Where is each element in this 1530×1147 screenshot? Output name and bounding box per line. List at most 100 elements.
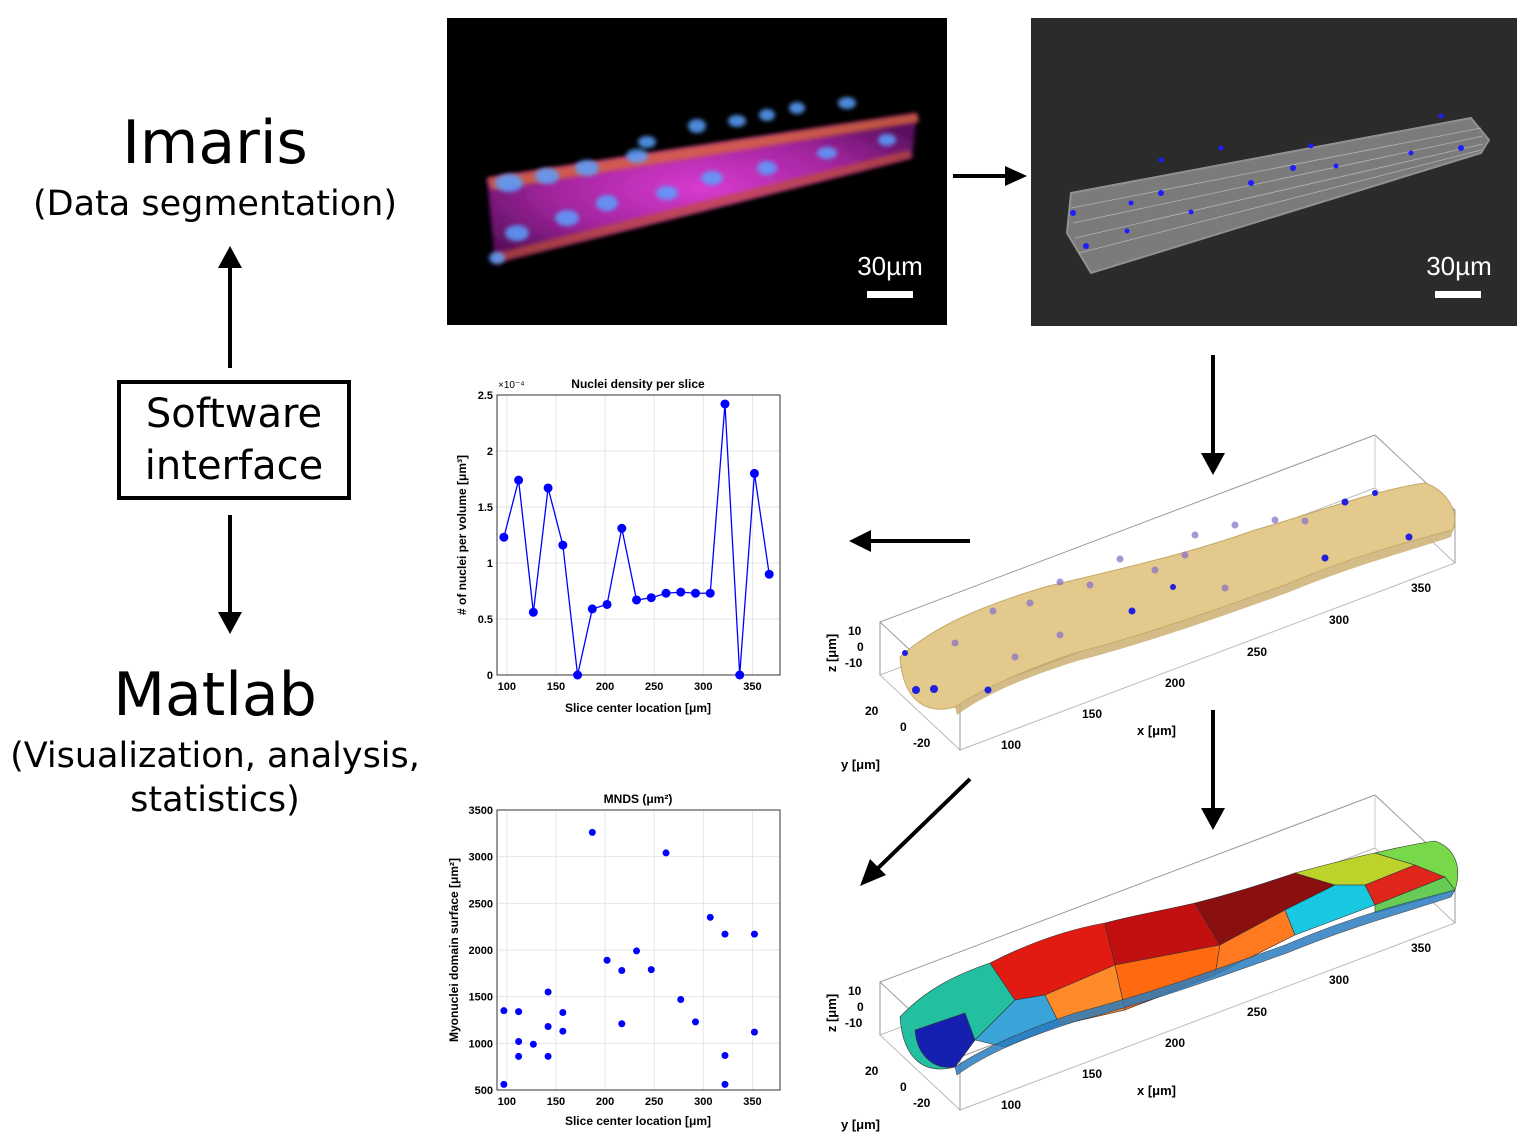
arrow-down-right-1	[1201, 355, 1225, 475]
density-point	[749, 468, 759, 478]
y-tick-label: 1500	[469, 992, 493, 1004]
x-tick-200-top: 200	[1165, 676, 1185, 690]
density-point	[764, 569, 774, 579]
y-tick-20-top: 20	[865, 704, 879, 718]
mnds-point	[691, 1018, 699, 1026]
scalebar-2	[1435, 291, 1481, 298]
mnds-point	[559, 1027, 567, 1035]
scalebar-1	[867, 291, 913, 298]
arrow-left-mid	[849, 530, 970, 552]
mnds-point	[721, 1080, 729, 1088]
density-point	[602, 599, 612, 609]
z-tick-10-top: 10	[848, 624, 862, 638]
plot-frame	[496, 809, 781, 1091]
density-point	[632, 595, 642, 605]
nuclei-density-chart: Nuclei density per slice ×10⁻⁴ 100 150 200…	[455, 377, 781, 715]
x-tick-label: 250	[645, 681, 663, 693]
y-tick-label: 0.5	[478, 614, 493, 626]
mnds-chart: MNDS (μm²) 100 150 200 250 300 350 500 1000 1500…	[447, 792, 781, 1128]
x-tick-250-top: 250	[1247, 645, 1267, 659]
fiber-3d-plot-top: 100 150 200 250 300 350 20 0 -20 10 0 -1…	[824, 434, 1456, 772]
chart1-title: Nuclei density per slice	[571, 377, 705, 391]
fiber-3d-plot-bottom: 100 150 200 250 300 350 20 0 -20 10 0 -1…	[824, 794, 1459, 1132]
density-point	[661, 588, 671, 598]
density-point	[514, 475, 524, 485]
y-axis-label-bottom: y [μm]	[841, 1117, 880, 1132]
y-tick-20-bottom: 20	[865, 1064, 879, 1078]
mnds-point	[662, 849, 670, 857]
fiber-body	[487, 113, 917, 263]
x-tick-300-top: 300	[1329, 613, 1349, 627]
x-tick-label: 300	[694, 681, 712, 693]
z-tick-neg10-top: -10	[845, 656, 863, 670]
flow-arrows-left	[218, 246, 242, 634]
density-point	[499, 532, 509, 542]
y-tick-label: 2.5	[478, 390, 493, 402]
x-tick-label: 200	[596, 1096, 614, 1108]
mnds-point	[618, 1020, 626, 1028]
chart1-exponent: ×10⁻⁴	[498, 380, 525, 391]
y-tick-label: 1	[487, 558, 493, 570]
mnds-point	[721, 1051, 729, 1059]
density-point	[705, 588, 715, 598]
x-tick-label: 150	[547, 681, 565, 693]
density-point	[528, 607, 538, 617]
matlab-title: Matlab	[113, 660, 317, 730]
domain-patches	[899, 840, 1459, 1076]
segmented-surface-image: 30µm	[1031, 18, 1517, 326]
y-tick-label: 1000	[469, 1038, 493, 1050]
mnds-point	[618, 967, 626, 975]
x-tick-350-top: 350	[1411, 581, 1431, 595]
scalebar-label-2: 30µm	[1426, 251, 1492, 281]
y-tick-label: 3500	[469, 805, 493, 817]
y-tick-label: 1.5	[478, 502, 493, 514]
x-tick-100-bottom: 100	[1001, 1098, 1021, 1112]
y-axis-label-top: y [μm]	[841, 757, 880, 772]
z-tick-neg10-bottom: -10	[845, 1016, 863, 1030]
mnds-point	[706, 913, 714, 921]
mnds-point	[529, 1040, 537, 1048]
chart2-xlabel: Slice center location [μm]	[565, 1114, 711, 1128]
z-axis-label-top: z [μm]	[824, 634, 839, 672]
x-tick-label: 350	[743, 1096, 761, 1108]
mnds-point	[633, 947, 641, 955]
mnds-point	[515, 1008, 523, 1016]
chart2-ylabel: Myonuclei domain surface [μm²]	[447, 858, 461, 1042]
arrow-diagonal	[860, 777, 972, 886]
x-tick-label: 200	[596, 681, 614, 693]
mnds-point	[515, 1037, 523, 1045]
density-point	[720, 399, 730, 409]
mnds-point	[559, 1009, 567, 1017]
y-tick-label: 2	[487, 446, 493, 458]
x-tick-200-bottom: 200	[1165, 1036, 1185, 1050]
mnds-point	[544, 1023, 552, 1031]
y-tick-label: 3000	[469, 852, 493, 864]
density-point	[543, 483, 553, 493]
interface-label: interface	[144, 443, 324, 489]
z-axis-label-bottom: z [μm]	[824, 994, 839, 1032]
mnds-point	[750, 930, 758, 938]
z-tick-0-top: 0	[857, 640, 864, 654]
x-tick-350-bottom: 350	[1411, 941, 1431, 955]
mnds-point	[647, 966, 655, 974]
z-tick-0-bottom: 0	[857, 1000, 864, 1014]
mnds-point	[515, 1052, 523, 1060]
imaris-subtitle: (Data segmentation)	[32, 184, 397, 224]
density-point	[573, 670, 583, 680]
x-tick-label: 150	[547, 1096, 565, 1108]
mnds-point	[721, 930, 729, 938]
chart1-xlabel: Slice center location [μm]	[565, 701, 711, 715]
fluorescence-image: 30µm	[447, 18, 947, 325]
x-axis-label-top: x [μm]	[1137, 723, 1176, 738]
density-point	[558, 540, 568, 550]
mnds-point	[603, 956, 611, 964]
matlab-subtitle-1: (Visualization, analysis,	[10, 736, 420, 776]
x-tick-150-top: 150	[1082, 707, 1102, 721]
y-tick-0-top: 0	[900, 720, 907, 734]
software-interface-box: Software interface	[117, 380, 351, 500]
density-point	[735, 670, 745, 680]
x-tick-label: 350	[743, 681, 761, 693]
imaris-title: Imaris	[122, 108, 308, 178]
y-tick-label: 0	[487, 670, 493, 682]
y-tick-label: 2500	[469, 898, 493, 910]
